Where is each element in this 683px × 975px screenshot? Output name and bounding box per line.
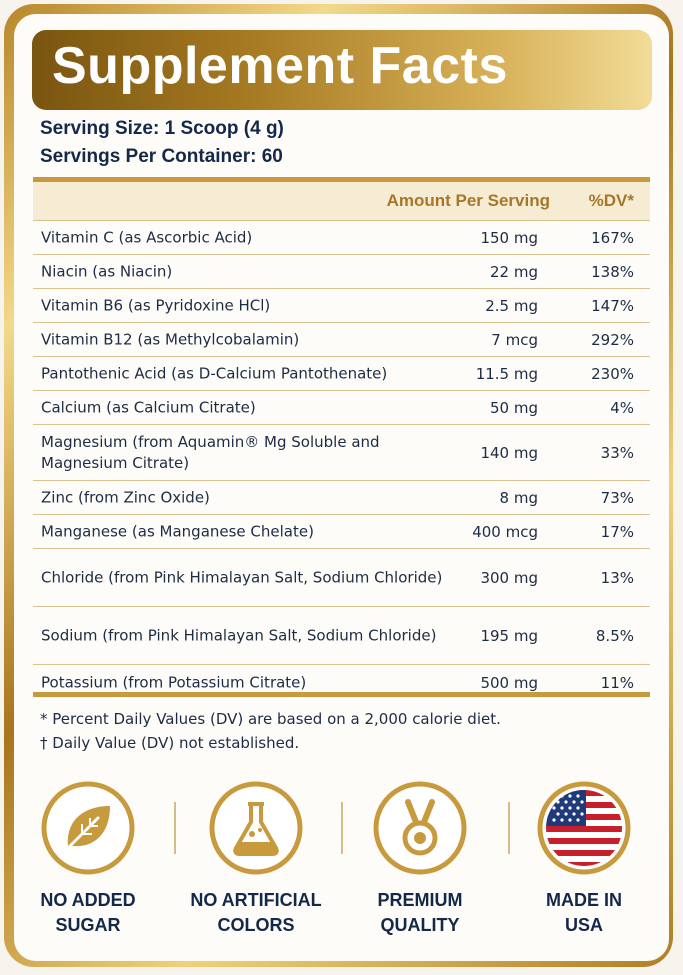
badge-label-no-added-sugar: NO ADDED SUGAR [8,888,168,938]
nutrient-amount: 400 mcg [472,522,538,541]
dv-column-header: %DV* [588,191,634,210]
serving-size: Serving Size: 1 Scoop (4 g) [40,118,284,139]
amount-column-header: Amount Per Serving [386,191,550,210]
nutrient-name: Vitamin B12 (as Methylcobalamin) [41,330,300,348]
nutrient-dv: 11% [600,673,634,692]
table-row: Sodium (from Pink Himalayan Salt, Sodium… [33,607,650,665]
medal-icon [373,781,467,875]
table-row: Zinc (from Zinc Oxide) 8 mg 73% [33,481,650,515]
nutrient-dv: 33% [600,443,634,462]
nutrient-name: Pantothenic Acid (as D-Calcium Pantothen… [41,364,388,382]
page-title: Supplement Facts [52,37,508,95]
nutrient-dv: 17% [600,522,634,541]
nutrient-amount: 300 mg [480,568,538,587]
badge-label-line: SUGAR [55,915,121,935]
table-row: Chloride (from Pink Himalayan Salt, Sodi… [33,549,650,607]
nutrient-dv: 292% [591,330,634,349]
nutrient-amount: 8 mg [499,488,538,507]
title-banner: Supplement Facts [32,30,652,110]
badge-label-line: NO ARTIFICIAL [190,890,322,910]
footnote-not-established: † Daily Value (DV) not established. [40,734,300,752]
badge-label-made-in-usa: MADE IN USA [504,888,664,938]
nutrient-name: Calcium (as Calcium Citrate) [41,398,256,416]
leaf-icon [41,781,135,875]
table-row: Vitamin B6 (as Pyridoxine HCl) 2.5 mg 147% [33,289,650,323]
table-row: Magnesium (from Aquamin® Mg Soluble and … [33,425,650,481]
badge-no-artificial-colors [208,780,304,876]
badge-label-line: QUALITY [380,915,460,935]
nutrient-amount: 7 mcg [491,330,538,349]
badge-made-in-usa [536,780,632,876]
badge-label-line: NO ADDED [40,890,136,910]
nutrient-dv: 230% [591,364,634,383]
nutrient-name: Vitamin B6 (as Pyridoxine HCl) [41,296,271,314]
table-header: Amount Per Serving %DV* [33,182,650,221]
badge-premium-quality [372,780,468,876]
badge-separator [174,802,176,854]
nutrient-name: Zinc (from Zinc Oxide) [41,488,210,506]
nutrient-amount: 195 mg [480,626,538,645]
nutrient-dv: 73% [600,488,634,507]
table-body: Vitamin C (as Ascorbic Acid) 150 mg 167% Ni… [33,221,650,700]
nutrient-name: Potassium (from Potassium Citrate) [41,673,307,691]
us-flag-icon [537,781,631,875]
nutrient-name: Vitamin C (as Ascorbic Acid) [41,228,253,246]
table-row: Manganese (as Manganese Chelate) 400 mcg 1… [33,515,650,549]
badge-no-added-sugar [40,780,136,876]
nutrient-name: Chloride (from Pink Himalayan Salt, Sodi… [41,568,443,586]
nutrient-amount: 11.5 mg [475,364,538,383]
nutrient-dv: 4% [610,398,634,417]
nutrient-name: Sodium (from Pink Himalayan Salt, Sodium… [41,626,437,644]
badge-label-line: PREMIUM [377,890,463,910]
badge-separator [508,802,510,854]
badge-label-line: MADE IN [546,890,622,910]
badge-label-line: USA [564,915,603,935]
table-row: Vitamin B12 (as Methylcobalamin) 7 mcg 292… [33,323,650,357]
nutrient-name: Niacin (as Niacin) [41,262,173,280]
badge-label-line: COLORS [217,915,295,935]
badge-label-premium-quality: PREMIUM QUALITY [340,888,500,938]
badge-label-no-artificial-colors: NO ARTIFICIAL COLORS [176,888,336,938]
badge-separator [341,802,343,854]
nutrient-name: Manganese (as Manganese Chelate) [41,522,314,540]
nutrient-dv: 8.5% [595,626,634,645]
table-row: Potassium (from Potassium Citrate) 500 mg… [33,665,650,700]
nutrient-name: Magnesium (from Aquamin® Mg Soluble and … [41,432,380,472]
nutrient-dv: 147% [591,296,634,315]
nutrient-amount: 50 mg [490,398,538,417]
nutrient-amount: 500 mg [480,673,538,692]
nutrient-dv: 13% [600,568,634,587]
table-row: Pantothenic Acid (as D-Calcium Pantothen… [33,357,650,391]
top-divider [33,177,650,182]
nutrient-amount: 22 mg [490,262,538,281]
nutrient-dv: 138% [591,262,634,281]
bottom-divider [33,692,650,697]
nutrient-amount: 140 mg [480,443,538,462]
nutrient-table: Amount Per Serving %DV* Vitamin C (as As… [33,182,650,700]
table-row: Niacin (as Niacin) 22 mg 138% [33,255,650,289]
footnote-dv: * Percent Daily Values (DV) are based on… [40,710,501,728]
nutrient-amount: 150 mg [480,228,538,247]
servings-per-container: Servings Per Container: 60 [40,146,283,167]
table-row: Calcium (as Calcium Citrate) 50 mg 4% [33,391,650,425]
flask-icon [209,781,303,875]
nutrient-amount: 2.5 mg [485,296,538,315]
table-row: Vitamin C (as Ascorbic Acid) 150 mg 167% [33,221,650,255]
nutrient-dv: 167% [591,228,634,247]
